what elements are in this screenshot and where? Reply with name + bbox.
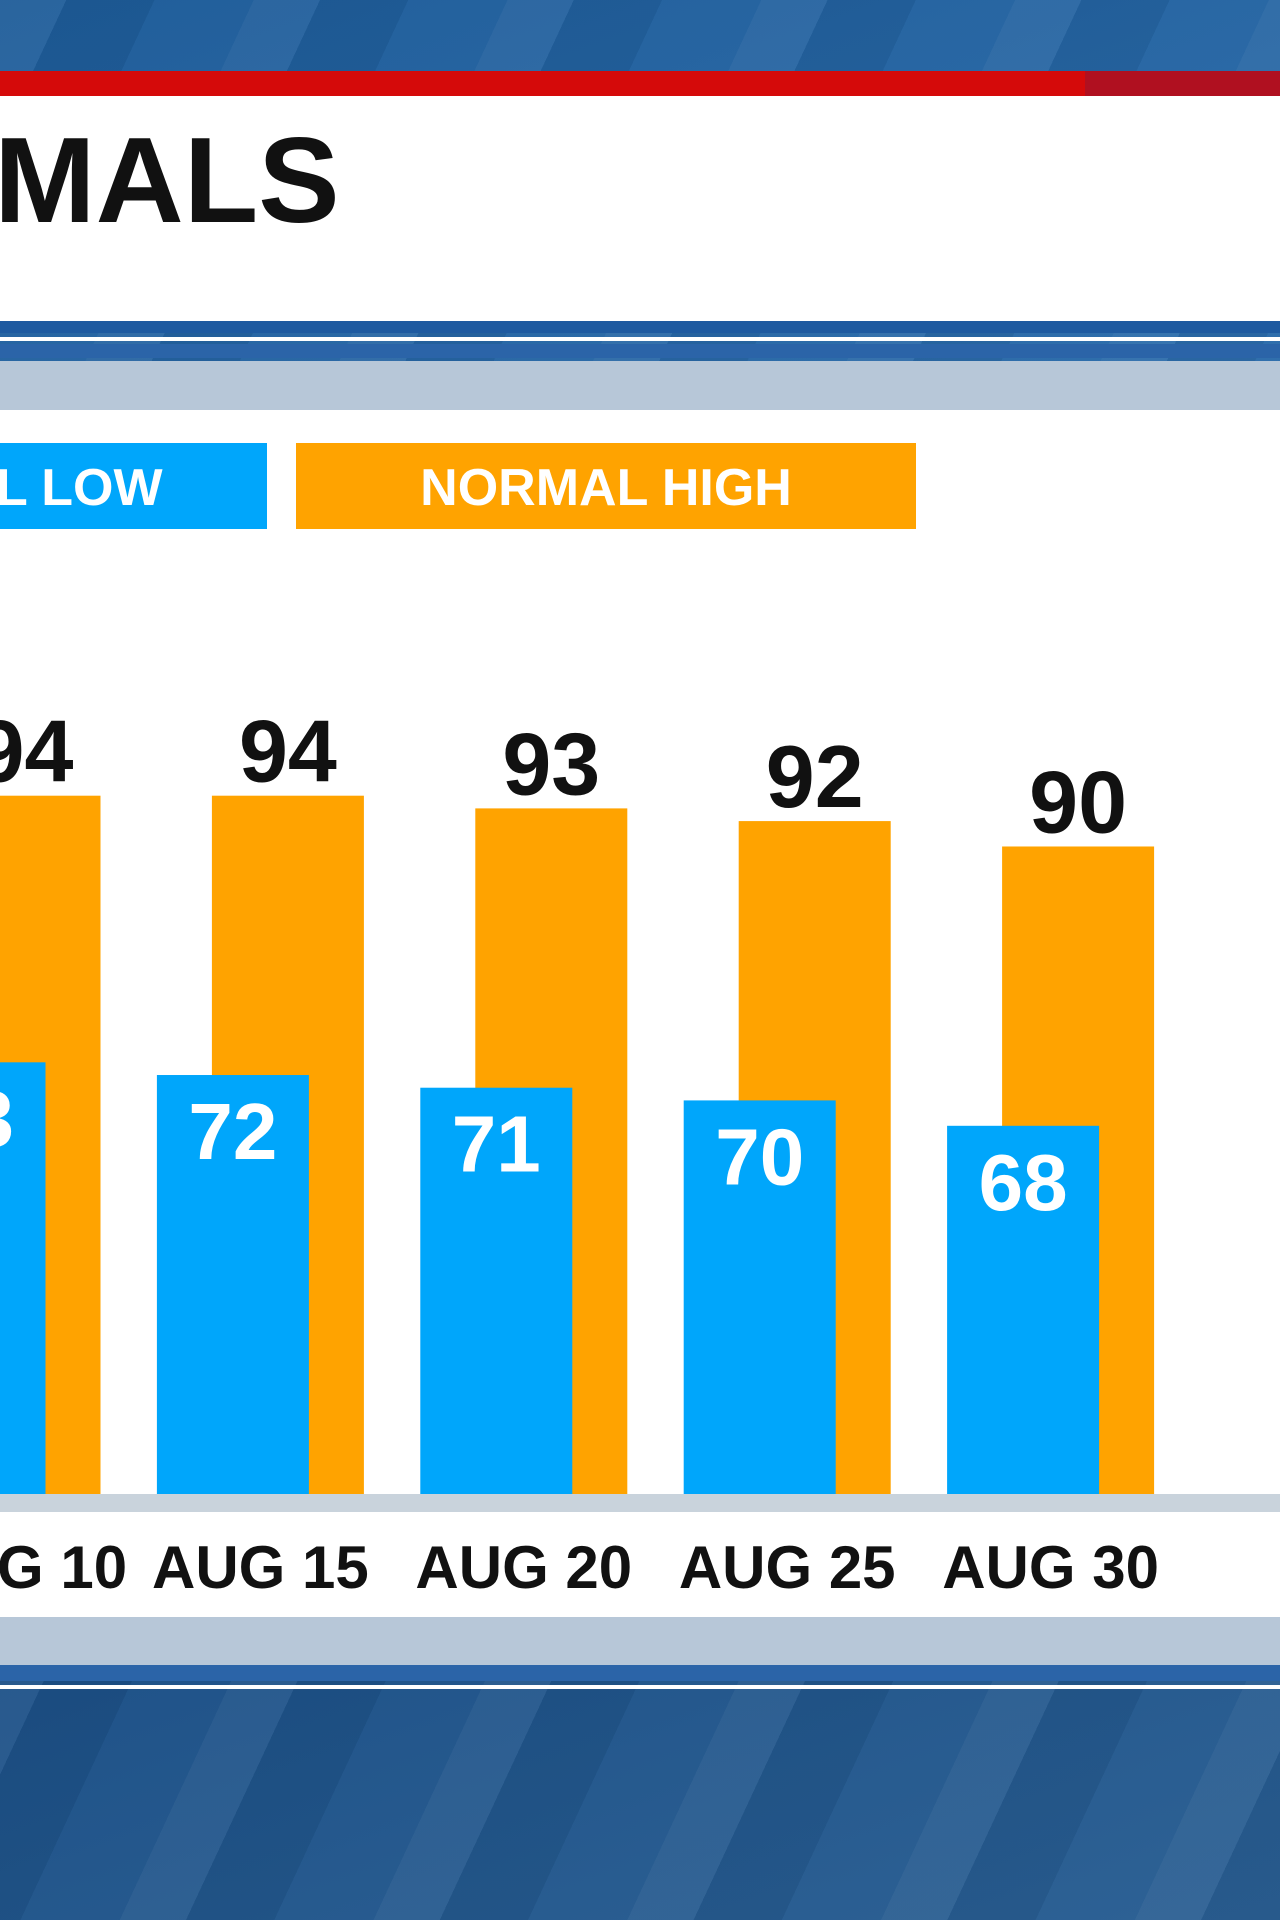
stripe xyxy=(0,344,1280,358)
value-label: 94 xyxy=(0,702,73,801)
x-tick-label: AUG 25 xyxy=(679,1534,896,1601)
x-tick-label: AUG 20 xyxy=(415,1534,632,1601)
stripe xyxy=(0,321,1280,333)
value-label: 90 xyxy=(1029,752,1127,851)
value-label: 68 xyxy=(979,1138,1068,1227)
title-panel xyxy=(0,96,1280,321)
red-bar-end xyxy=(1085,71,1280,96)
x-tick-label: AUG 15 xyxy=(152,1534,369,1601)
red-bar xyxy=(0,71,1280,96)
x-tick-label: AUG 30 xyxy=(942,1534,1159,1601)
baseline xyxy=(0,1494,1280,1512)
legend-label: NORMAL HIGH xyxy=(420,459,792,517)
legend-swatch xyxy=(296,443,916,529)
bar xyxy=(683,1100,836,1494)
x-tick-label: G 10 xyxy=(0,1534,127,1601)
bar xyxy=(156,1075,309,1494)
value-label: 71 xyxy=(452,1100,541,1189)
stripe xyxy=(0,1685,1280,1689)
value-label: 73 xyxy=(0,1074,14,1163)
value-label: 92 xyxy=(766,727,864,826)
legend-label: L LOW xyxy=(0,459,163,517)
stripe xyxy=(0,1665,1280,1681)
bar xyxy=(0,1062,46,1494)
bar xyxy=(947,1125,1100,1494)
value-label: 70 xyxy=(715,1112,804,1201)
value-label: 93 xyxy=(502,714,600,813)
value-label: 72 xyxy=(188,1087,277,1176)
legend-swatch xyxy=(0,443,267,529)
bar xyxy=(420,1087,573,1494)
sub-bar xyxy=(0,1617,1280,1665)
plot: L LOW NORMAL HIGH 94 73 G 10 94 72 AUG 15 93 71 AU… xyxy=(0,443,1159,1601)
sub-bar xyxy=(0,361,1280,410)
value-label: 94 xyxy=(239,702,337,801)
chart-title: MALS xyxy=(0,112,340,248)
stripe xyxy=(0,337,1280,341)
